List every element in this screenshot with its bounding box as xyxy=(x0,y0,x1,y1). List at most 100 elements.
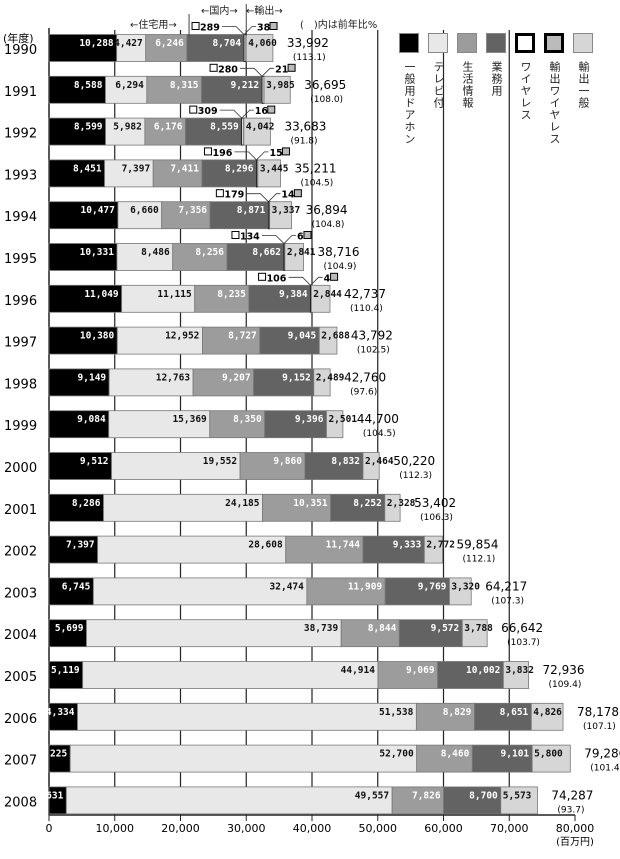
wireless-value: 106 xyxy=(267,273,287,284)
bar-segment-3 xyxy=(209,201,269,230)
segment-value: 9,069 xyxy=(406,665,435,676)
bar-segment-6 xyxy=(310,284,331,313)
yoy-value: (112.3) xyxy=(399,471,432,481)
segment-value: 8,871 xyxy=(237,205,266,216)
segment-value: 8,588 xyxy=(74,80,103,91)
segment-value: 5,982 xyxy=(113,122,142,133)
segment-value: 51,538 xyxy=(379,707,414,718)
total-value: 79,286 xyxy=(584,747,620,761)
segment-value: 3,985 xyxy=(266,80,295,91)
bar-segment-1 xyxy=(121,284,196,313)
segment-value: 7,397 xyxy=(122,163,151,174)
year-label: 2007 xyxy=(4,754,37,769)
group-label-export: ←輸出→ xyxy=(246,6,283,17)
bar-segment-1 xyxy=(77,702,417,731)
export-wireless-value: 6 xyxy=(297,232,304,243)
segment-value: 38,739 xyxy=(304,623,339,634)
bar-segment-3 xyxy=(264,410,327,439)
segment-value: 5,699 xyxy=(55,623,84,634)
bar-segment-1 xyxy=(105,117,146,146)
bar-segment-3 xyxy=(201,75,263,104)
wireless-value: 280 xyxy=(218,64,238,75)
bar-segment-6 xyxy=(502,661,529,689)
legend-item: 業務用 xyxy=(485,33,507,145)
yoy-value: (108.0) xyxy=(310,95,343,105)
total-value: 74,287 xyxy=(551,788,593,802)
bar-segment-2 xyxy=(192,368,255,397)
segment-value: 3,788 xyxy=(464,623,493,634)
yoy-value: (110.4) xyxy=(350,304,383,314)
segment-value: 8,286 xyxy=(72,498,101,509)
segment-value: 9,384 xyxy=(279,289,308,300)
bar-segment-3 xyxy=(186,34,245,62)
bar-segment-2 xyxy=(262,493,331,522)
segment-value: 10,351 xyxy=(293,498,328,509)
bar-segment-2 xyxy=(391,786,444,815)
segment-value: 9,396 xyxy=(295,414,324,425)
legend-item: ワイヤレス xyxy=(514,33,536,145)
segment-value: 2,464 xyxy=(365,456,394,467)
bar-segment-6 xyxy=(257,159,281,188)
bar-segment-3 xyxy=(384,577,450,606)
segment-value: 32,474 xyxy=(270,581,305,592)
segment-value: 6,745 xyxy=(62,581,91,592)
segment-value: 9,207 xyxy=(222,372,251,383)
segment-value: 6,660 xyxy=(130,205,159,216)
segment-value: 10,331 xyxy=(80,247,115,258)
segment-value: 8,829 xyxy=(443,707,472,718)
year-label: 1994 xyxy=(4,210,37,225)
yoy-value: (102.5) xyxy=(357,346,390,356)
x-axis-unit: (百万円) xyxy=(556,836,594,848)
segment-value: 2,772 xyxy=(426,540,455,551)
bar-segment-0 xyxy=(48,410,110,439)
segment-value: 2,489 xyxy=(316,372,345,383)
legend-label: ワイヤレス xyxy=(519,61,532,121)
total-value: 53,402 xyxy=(414,496,456,510)
legend-item: テレビ付 xyxy=(427,33,449,145)
yoy-value: (104.5) xyxy=(301,178,334,188)
export-wireless-value: 4 xyxy=(324,273,331,284)
segment-value: 2,688 xyxy=(321,331,350,342)
segment-value: 8,727 xyxy=(228,331,257,342)
bar-segment-6 xyxy=(384,493,401,522)
segment-value: 8,486 xyxy=(141,247,170,258)
segment-value: 9,152 xyxy=(282,372,311,383)
segment-value: 7,411 xyxy=(170,163,199,174)
wireless-value: 309 xyxy=(198,106,218,117)
callout-line xyxy=(246,193,281,203)
bar-segment-6 xyxy=(245,34,274,62)
bar-segment-1 xyxy=(104,159,154,188)
callout-line xyxy=(222,26,257,36)
legend-swatch xyxy=(428,33,448,53)
total-value: 42,760 xyxy=(344,370,386,384)
segment-value: 8,662 xyxy=(252,247,281,258)
legend-swatch xyxy=(515,33,535,53)
segment-value: 5,119 xyxy=(51,665,80,676)
bar-segment-6 xyxy=(531,744,571,773)
export-wireless-value: 21 xyxy=(275,64,288,75)
year-label: 1999 xyxy=(4,419,37,434)
year-label: 1993 xyxy=(4,168,37,183)
wireless-value: 289 xyxy=(200,23,220,34)
total-value: 36,894 xyxy=(306,203,348,217)
segment-value: 9,333 xyxy=(393,540,422,551)
callout-line xyxy=(240,67,275,77)
legend-label: 一般用ドアホン xyxy=(403,61,416,145)
total-value: 78,178 xyxy=(577,705,619,719)
segment-value: 10,002 xyxy=(466,665,500,676)
bar-segment-3 xyxy=(304,452,364,480)
y-axis-label: (年度) xyxy=(3,31,34,45)
segment-value: 9,101 xyxy=(501,749,530,760)
year-label: 1991 xyxy=(4,85,37,100)
bar-segment-3 xyxy=(398,619,463,648)
bar-segment-0 xyxy=(48,535,99,564)
bar-segment-2 xyxy=(285,535,364,564)
segment-value: 2,501 xyxy=(328,414,357,425)
segment-value: 2,841 xyxy=(287,247,316,258)
segment-value: 24,185 xyxy=(225,498,260,509)
yoy-value: (104.8) xyxy=(312,220,345,230)
wireless-marker xyxy=(203,147,212,156)
wireless-marker xyxy=(231,231,240,239)
segment-value: 9,045 xyxy=(288,331,317,342)
